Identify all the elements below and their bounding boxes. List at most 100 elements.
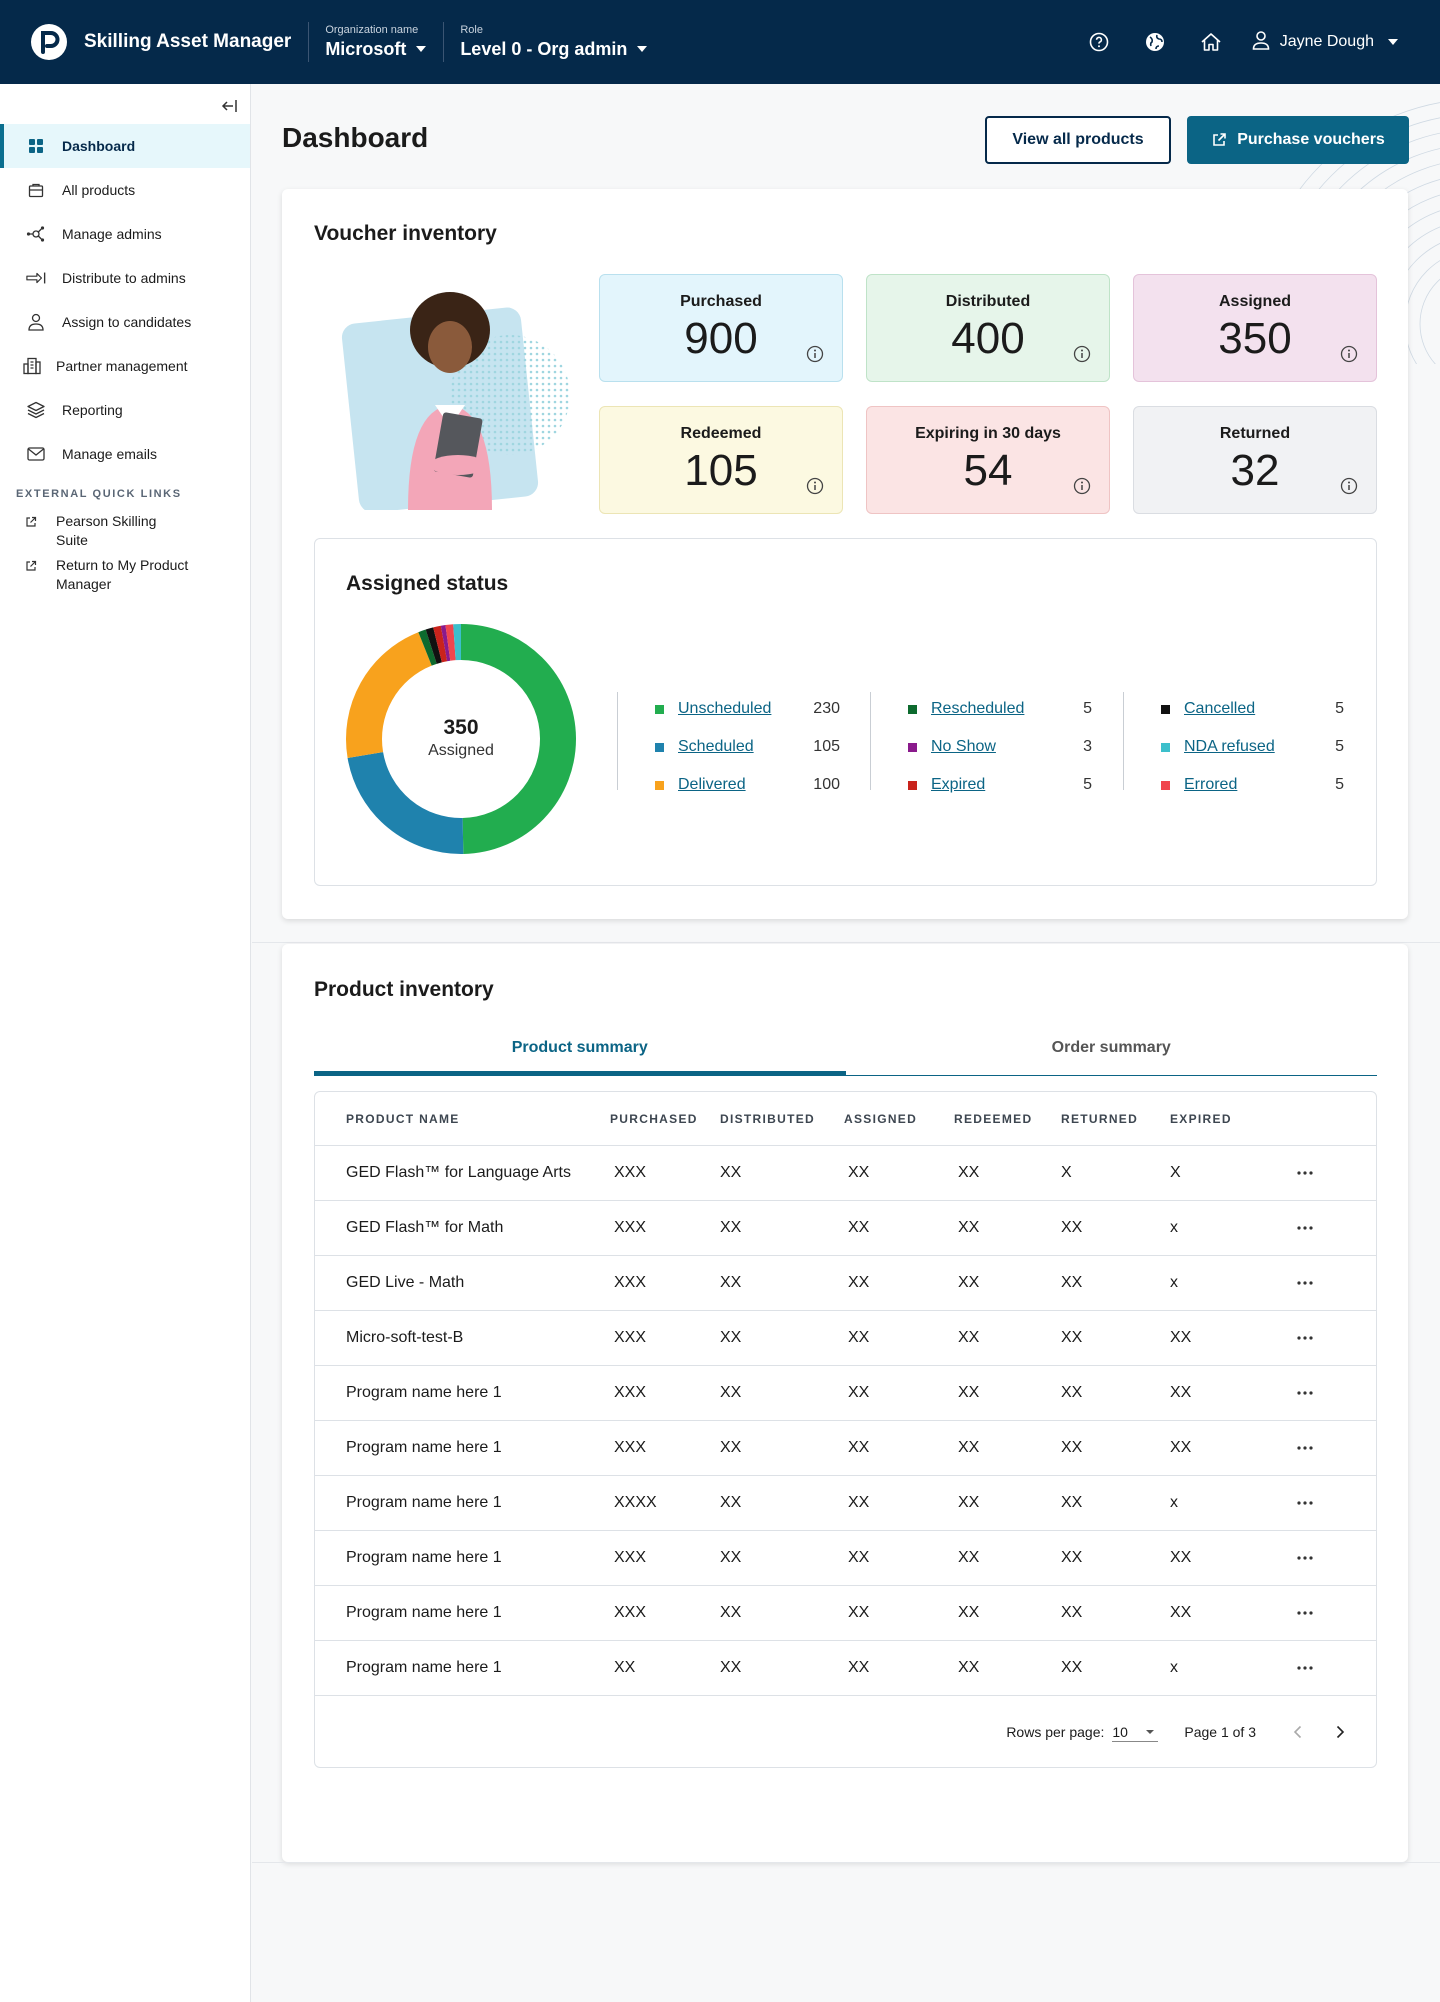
table-cell: x: [1170, 1494, 1178, 1511]
purchase-vouchers-button[interactable]: Purchase vouchers: [1187, 116, 1409, 164]
donut-slice-no-show[interactable]: [440, 625, 451, 662]
table-row[interactable]: Program name here 1 XX XX XX XX XX x: [315, 1641, 1376, 1696]
legend-item[interactable]: Expired 5: [908, 766, 1092, 804]
tab-product-summary[interactable]: Product summary: [314, 1032, 846, 1075]
rows-per-page-select[interactable]: 10: [1112, 1722, 1159, 1742]
legend-swatch: [655, 780, 664, 790]
table-row[interactable]: Program name here 1 XXX XX XX XX XX XX: [315, 1421, 1376, 1476]
legend-label[interactable]: Unscheduled: [678, 700, 772, 717]
table-row[interactable]: Program name here 1 XXXX XX XX XX XX x: [315, 1476, 1376, 1531]
sidebar-item-all-products[interactable]: All products: [0, 168, 250, 212]
external-link-skilling-suite[interactable]: Pearson Skilling Suite: [24, 512, 224, 550]
globe-icon[interactable]: [1144, 31, 1166, 53]
table-row[interactable]: Program name here 1 XXX XX XX XX XX XX: [315, 1366, 1376, 1421]
legend-item[interactable]: Errored 5: [1161, 766, 1344, 804]
donut-slice-unscheduled[interactable]: [460, 624, 576, 854]
sidebar-item-partner-management[interactable]: Partner management: [0, 344, 250, 388]
sidebar-item-dashboard[interactable]: Dashboard: [0, 124, 250, 168]
column-header[interactable]: EXPIRED: [1170, 1111, 1232, 1126]
external-link-product-manager[interactable]: Return to My Product Manager: [24, 556, 224, 594]
donut-slice-delivered[interactable]: [346, 632, 433, 759]
more-options-icon[interactable]: [1285, 1336, 1325, 1340]
pearson-logo[interactable]: [31, 24, 67, 60]
column-header[interactable]: PRODUCT NAME: [346, 1111, 460, 1126]
more-options-icon[interactable]: [1285, 1556, 1325, 1560]
info-icon[interactable]: [1073, 477, 1091, 495]
column-header[interactable]: REDEEMED: [954, 1111, 1033, 1126]
table-row[interactable]: GED Flash™ for Language Arts XXX XX XX XX X X: [315, 1146, 1376, 1201]
donut-slice-cancelled[interactable]: [425, 627, 443, 664]
table-cell: XX: [958, 1604, 980, 1621]
table-row[interactable]: Micro-soft-test-B XXX XX XX XX XX XX: [315, 1311, 1376, 1366]
more-options-icon[interactable]: [1285, 1501, 1325, 1505]
next-page-button[interactable]: [1328, 1720, 1352, 1744]
column-header[interactable]: DISTRIBUTED: [720, 1111, 815, 1126]
donut-slice-expired[interactable]: [433, 625, 448, 663]
column-header[interactable]: ASSIGNED: [844, 1111, 918, 1126]
role-selector[interactable]: Role Level 0 - Org admin: [460, 23, 648, 61]
legend-item[interactable]: No Show 3: [908, 728, 1092, 766]
info-icon[interactable]: [806, 345, 824, 363]
stat-distributed: Distributed 400: [866, 274, 1110, 382]
info-icon[interactable]: [1340, 345, 1358, 363]
donut-slice-errored[interactable]: [445, 624, 456, 661]
org-selector[interactable]: Organization name Microsoft: [325, 23, 427, 61]
more-options-icon[interactable]: [1285, 1666, 1325, 1670]
more-options-icon[interactable]: [1285, 1611, 1325, 1615]
tab-order-summary[interactable]: Order summary: [1051, 1039, 1171, 1056]
table-body: GED Flash™ for Language Arts XXX XX XX XX X X G…: [315, 1146, 1376, 1696]
legend-column-2: Rescheduled 5 No Show 3 Expired 5: [908, 690, 1092, 804]
collapse-sidebar-icon[interactable]: [220, 96, 240, 116]
product-name-cell: GED Live - Math: [346, 1274, 465, 1291]
sidebar-item-manage-admins[interactable]: Manage admins: [0, 212, 250, 256]
table-row[interactable]: GED Live - Math XXX XX XX XX XX x: [315, 1256, 1376, 1311]
sidebar-item-label: Assign to candidates: [62, 314, 192, 330]
sidebar-item-manage-emails[interactable]: Manage emails: [0, 432, 250, 476]
more-options-icon[interactable]: [1285, 1281, 1325, 1285]
column-header[interactable]: RETURNED: [1061, 1111, 1139, 1126]
column-header[interactable]: PURCHASED: [610, 1111, 698, 1126]
assigned-status-donut: [346, 624, 576, 854]
table-cell: XX: [1170, 1384, 1192, 1401]
sidebar-item-assign[interactable]: Assign to candidates: [0, 300, 250, 344]
legend-item[interactable]: Scheduled 105: [655, 728, 840, 766]
user-menu[interactable]: Jayne Dough: [1252, 30, 1398, 55]
legend-label[interactable]: Scheduled: [678, 738, 754, 755]
info-icon[interactable]: [1073, 345, 1091, 363]
legend-item[interactable]: NDA refused 5: [1161, 728, 1344, 766]
legend-label[interactable]: Rescheduled: [931, 700, 1025, 717]
more-options-icon[interactable]: [1285, 1171, 1325, 1175]
legend-value: 5: [1083, 776, 1092, 793]
legend-label[interactable]: Delivered: [678, 776, 746, 793]
help-icon[interactable]: [1088, 31, 1110, 53]
sidebar-item-distribute[interactable]: Distribute to admins: [0, 256, 250, 300]
table-cell: XX: [1061, 1219, 1083, 1236]
legend-item[interactable]: Unscheduled 230: [655, 690, 840, 728]
table-row[interactable]: Program name here 1 XXX XX XX XX XX XX: [315, 1586, 1376, 1641]
legend-label[interactable]: Expired: [931, 776, 986, 793]
more-options-icon[interactable]: [1285, 1226, 1325, 1230]
more-options-icon[interactable]: [1285, 1446, 1325, 1450]
more-options-icon[interactable]: [1285, 1391, 1325, 1395]
legend-label[interactable]: Cancelled: [1184, 700, 1256, 717]
legend-item[interactable]: Cancelled 5: [1161, 690, 1344, 728]
sidebar-item-reporting[interactable]: Reporting: [0, 388, 250, 432]
legend-label[interactable]: Errored: [1184, 776, 1238, 793]
rows-per-page-label: Rows per page:: [1006, 1724, 1105, 1740]
prev-page-button[interactable]: [1286, 1720, 1310, 1744]
table-row[interactable]: Program name here 1 XXX XX XX XX XX XX: [315, 1531, 1376, 1586]
sidebar-item-label: Manage emails: [62, 446, 157, 462]
legend-label[interactable]: NDA refused: [1184, 738, 1275, 755]
donut-slice-scheduled[interactable]: [347, 751, 464, 854]
info-icon[interactable]: [1340, 477, 1358, 495]
legend-item[interactable]: Delivered 100: [655, 766, 840, 804]
info-icon[interactable]: [806, 477, 824, 495]
view-all-products-button[interactable]: View all products: [985, 116, 1171, 164]
home-icon[interactable]: [1200, 31, 1222, 53]
table-row[interactable]: GED Flash™ for Math XXX XX XX XX XX x: [315, 1201, 1376, 1256]
donut-slice-rescheduled[interactable]: [418, 629, 437, 666]
table-cell: XX: [848, 1604, 870, 1621]
legend-item[interactable]: Rescheduled 5: [908, 690, 1092, 728]
legend-label[interactable]: No Show: [931, 738, 996, 755]
table-cell: XX: [1061, 1494, 1083, 1511]
